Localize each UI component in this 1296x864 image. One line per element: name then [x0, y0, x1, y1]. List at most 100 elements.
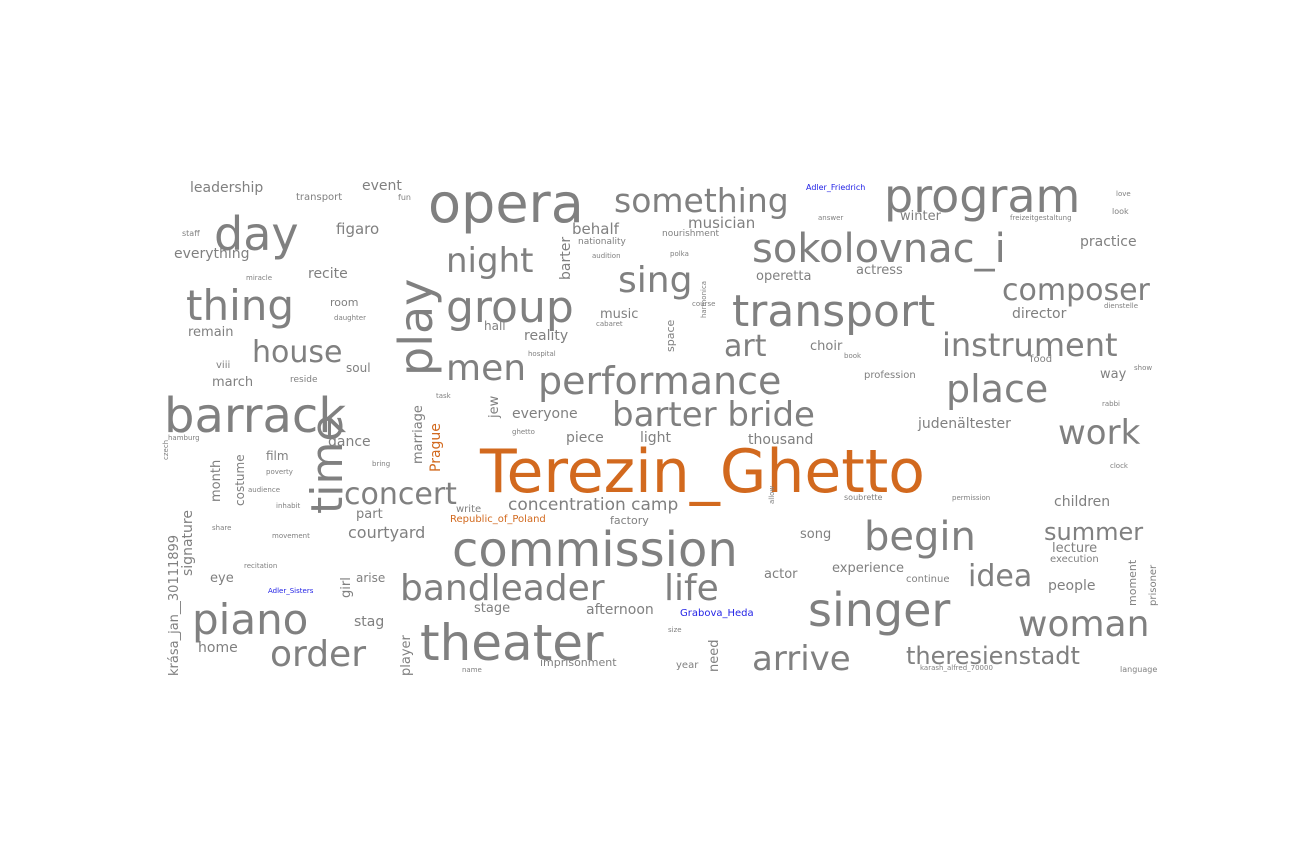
word-sing: sing [618, 260, 692, 301]
word-fun: fun [398, 193, 411, 202]
word-music: music [600, 307, 638, 322]
word-girl: girl [339, 577, 354, 598]
word-course: course [692, 300, 715, 308]
word-ghetto: ghetto [512, 428, 535, 436]
word-karash-alfred-70000: karash_alfred_70000 [920, 664, 993, 672]
word-practice: practice [1080, 234, 1137, 250]
word-actress: actress [856, 263, 903, 278]
word-march: march [212, 375, 253, 390]
word-men: men [446, 348, 526, 389]
word-barter-bride: barter bride [612, 395, 815, 435]
word-jew: jew [487, 395, 502, 419]
word-look: look [1112, 207, 1129, 216]
word-figaro: figaro [336, 220, 379, 238]
word-adler-sisters: Adler_Sisters [268, 587, 314, 595]
word-transport: transport [732, 286, 935, 337]
word-everything: everything [174, 246, 250, 262]
word-director: director [1012, 306, 1067, 322]
word-staff: staff [182, 229, 200, 238]
word-barter: barter [558, 237, 574, 280]
word-daughter: daughter [334, 314, 366, 322]
word-winter: winter [900, 209, 942, 224]
word-behalf: behalf [572, 220, 620, 238]
word-write: write [456, 504, 481, 515]
word-audition: audition [592, 252, 621, 260]
word-dance: dance [328, 434, 371, 450]
word-concert: concert [344, 477, 457, 512]
word-harmonica: harmonica [700, 281, 708, 318]
word-musician: musician [688, 214, 755, 232]
word-theater: theater [420, 614, 604, 672]
word-bring: bring [372, 460, 390, 468]
word-nourishment: nourishment [662, 229, 720, 239]
word-moment: moment [1126, 559, 1139, 606]
word-recite: recite [308, 266, 348, 282]
word-republic-of-poland: Republic_of_Poland [450, 514, 546, 525]
word-children: children [1054, 494, 1110, 510]
word-part: part [356, 507, 383, 522]
word-way: way [1100, 367, 1127, 382]
word-home: home [198, 640, 238, 656]
word-event: event [362, 178, 402, 194]
word-inhabit: inhabit [276, 502, 300, 510]
word-continue: continue [906, 574, 949, 585]
word-soubrette: soubrette [844, 493, 883, 502]
word-name: name [462, 666, 482, 674]
word-composer: composer [1002, 273, 1151, 308]
word-night: night [446, 241, 533, 281]
word-task: task [436, 392, 452, 400]
word-thousand: thousand [748, 432, 813, 448]
word-begin: begin [864, 514, 976, 560]
word-need: need [707, 640, 722, 673]
word-show: show [1134, 364, 1152, 372]
word-hamburg: hamburg [168, 434, 200, 442]
word-year: year [676, 660, 699, 671]
word-hall: hall [484, 319, 506, 333]
word-stag: stag [354, 614, 384, 630]
word-opera: opera [428, 172, 584, 235]
word-thing: thing [186, 281, 294, 330]
word-commission: commission [452, 522, 738, 578]
word-barrack: barrack [164, 388, 346, 444]
word-lecture: lecture [1052, 541, 1097, 556]
word-afternoon: afternoon [586, 602, 654, 618]
word-hospital: hospital [528, 350, 556, 358]
word-choir: choir [810, 339, 843, 354]
word-reality: reality [524, 328, 568, 344]
word-reside: reside [290, 375, 318, 385]
word-play: play [389, 279, 443, 376]
word-performance: performance [538, 359, 781, 403]
word-piano: piano [192, 595, 308, 644]
word-everyone: everyone [512, 406, 578, 422]
word-theresienstadt: theresienstadt [906, 642, 1080, 670]
word-month: month [209, 460, 224, 502]
word-summer: summer [1044, 518, 1143, 546]
word-poverty: poverty [266, 468, 293, 476]
word-piece: piece [566, 430, 604, 446]
word-nationality: nationality [578, 237, 627, 247]
word-singer: singer [808, 583, 950, 637]
word-dienstelle: dienstelle [1104, 302, 1138, 310]
word-group: group [446, 282, 574, 333]
word-film: film [266, 449, 289, 463]
word-arrive: arrive [752, 639, 851, 679]
word-prague: Prague [428, 423, 444, 472]
word-house: house [252, 335, 342, 370]
word-transport: transport [296, 192, 342, 203]
word-book: book [844, 352, 862, 360]
word-terezin-ghetto: Terezin_Ghetto [479, 437, 925, 507]
word-clock: clock [1110, 462, 1129, 470]
word-soul: soul [346, 361, 371, 375]
word-miracle: miracle [246, 274, 272, 282]
word-room: room [330, 296, 358, 309]
word-work: work [1058, 413, 1141, 453]
word-something: something [614, 181, 789, 220]
word-operetta: operetta [756, 269, 811, 284]
word-allow: allow [768, 486, 776, 504]
word-polka: polka [670, 250, 689, 258]
word-player: player [399, 634, 414, 676]
word-program: program [884, 169, 1080, 223]
word-experience: experience [832, 561, 904, 576]
word-leadership: leadership [190, 180, 263, 196]
